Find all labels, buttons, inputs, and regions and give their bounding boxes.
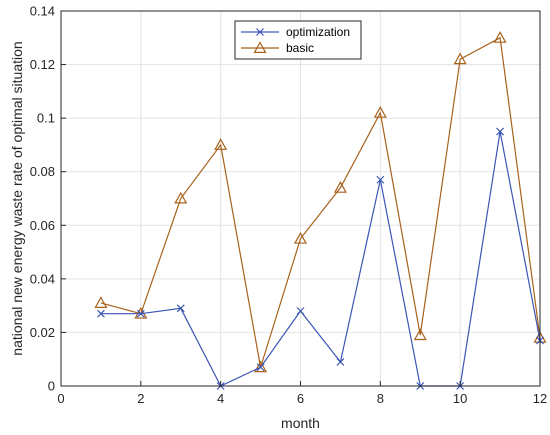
data-point-triangle-marker: [413, 328, 427, 341]
y-tick-label: 0.12: [30, 57, 55, 72]
y-tick-label: 0.04: [30, 271, 55, 286]
y-tick-label: 0.1: [37, 111, 55, 126]
data-point-triangle-marker: [333, 181, 347, 193]
legend: optimization basic: [234, 20, 362, 60]
ticks: 0 2 4 6 8 10 12 0 0.02 0.04 0.06 0.08 0.1 0.12 0.14: [30, 4, 548, 407]
data-point-triangle-marker: [94, 296, 108, 308]
legend-label: optimization: [286, 25, 350, 39]
legend-entry-optimization: optimization: [241, 25, 350, 39]
series-group: [94, 31, 547, 390]
y-tick-label: 0.02: [30, 325, 55, 340]
data-point-x-marker: [496, 127, 505, 136]
x-tick-label: 0: [57, 391, 64, 406]
y-axis-label: national new energy waste rate of optima…: [9, 41, 25, 355]
x-tick-label: 2: [137, 391, 144, 406]
legend-entry-basic: basic: [241, 41, 314, 55]
data-point-triangle-marker: [254, 360, 268, 373]
x-tick-label: 4: [217, 391, 224, 406]
data-point-triangle-marker: [493, 31, 507, 43]
x-tick-label: 10: [453, 391, 467, 406]
series-line-optimization: [100, 131, 541, 387]
data-point-x-marker: [296, 307, 305, 315]
data-point-triangle-marker: [253, 41, 267, 54]
data-point-x-marker: [136, 309, 145, 318]
y-tick-label: 0.14: [30, 4, 55, 19]
x-axis-label: month: [281, 415, 320, 431]
legend-label: basic: [286, 41, 314, 55]
data-point-x-marker: [336, 357, 345, 366]
data-point-triangle-marker: [373, 106, 387, 118]
y-tick-label: 0: [48, 379, 55, 394]
data-point-x-marker: [376, 175, 385, 184]
series-line-basic: [100, 36, 541, 368]
y-tick-label: 0.08: [30, 164, 55, 179]
data-point-x-marker: [176, 304, 185, 313]
data-point-triangle-marker: [453, 52, 467, 65]
data-point-x-marker: [256, 363, 265, 372]
y-tick-label: 0.06: [30, 218, 55, 233]
data-point-triangle-marker: [214, 138, 228, 150]
data-point-triangle-marker: [174, 191, 188, 204]
x-tick-label: 8: [377, 391, 384, 406]
x-tick-label: 12: [533, 391, 547, 406]
data-point-x-marker: [256, 28, 264, 36]
x-tick-label: 6: [297, 391, 304, 406]
data-point-x-marker: [96, 309, 105, 318]
data-point-triangle-marker: [293, 231, 308, 244]
